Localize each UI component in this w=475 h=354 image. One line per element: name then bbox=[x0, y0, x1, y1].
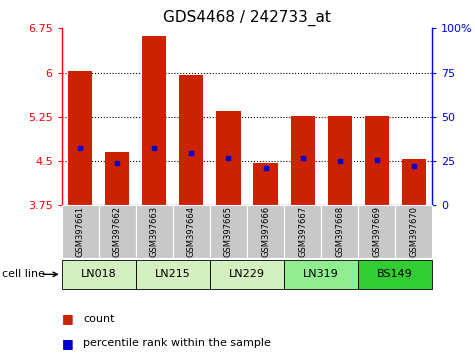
Bar bbox=[358, 205, 395, 258]
Text: GSM397670: GSM397670 bbox=[409, 206, 418, 257]
Text: GSM397666: GSM397666 bbox=[261, 206, 270, 257]
Bar bbox=[210, 205, 247, 258]
Bar bbox=[402, 159, 426, 205]
Bar bbox=[142, 36, 166, 205]
Bar bbox=[284, 260, 358, 289]
Bar bbox=[358, 260, 432, 289]
Bar bbox=[62, 260, 136, 289]
Text: count: count bbox=[83, 314, 114, 324]
Bar bbox=[136, 205, 173, 258]
Bar bbox=[136, 260, 210, 289]
Text: LN018: LN018 bbox=[81, 269, 117, 279]
Text: GSM397663: GSM397663 bbox=[150, 206, 159, 257]
Bar bbox=[328, 116, 352, 205]
Text: ■: ■ bbox=[62, 312, 74, 325]
Bar bbox=[284, 205, 321, 258]
Bar bbox=[210, 260, 284, 289]
Bar bbox=[247, 205, 284, 258]
Title: GDS4468 / 242733_at: GDS4468 / 242733_at bbox=[163, 9, 331, 25]
Text: GSM397661: GSM397661 bbox=[76, 206, 85, 257]
Bar bbox=[68, 72, 92, 205]
Bar bbox=[254, 163, 277, 205]
Text: percentile rank within the sample: percentile rank within the sample bbox=[83, 338, 271, 348]
Bar bbox=[217, 111, 240, 205]
Text: ■: ■ bbox=[62, 337, 74, 350]
Text: GSM397664: GSM397664 bbox=[187, 206, 196, 257]
Bar bbox=[365, 116, 389, 205]
Bar bbox=[395, 205, 432, 258]
Text: GSM397669: GSM397669 bbox=[372, 206, 381, 257]
Bar bbox=[99, 205, 136, 258]
Text: GSM397665: GSM397665 bbox=[224, 206, 233, 257]
Bar bbox=[173, 205, 210, 258]
Text: GSM397667: GSM397667 bbox=[298, 206, 307, 257]
Text: LN319: LN319 bbox=[303, 269, 339, 279]
Bar bbox=[321, 205, 358, 258]
Text: cell line: cell line bbox=[2, 269, 46, 279]
Text: GSM397662: GSM397662 bbox=[113, 206, 122, 257]
Text: LN215: LN215 bbox=[155, 269, 191, 279]
Bar bbox=[62, 205, 99, 258]
Text: GSM397668: GSM397668 bbox=[335, 206, 344, 257]
Bar bbox=[180, 75, 203, 205]
Bar bbox=[105, 152, 129, 205]
Text: LN229: LN229 bbox=[229, 269, 265, 279]
Bar bbox=[291, 116, 314, 205]
Text: BS149: BS149 bbox=[377, 269, 413, 279]
